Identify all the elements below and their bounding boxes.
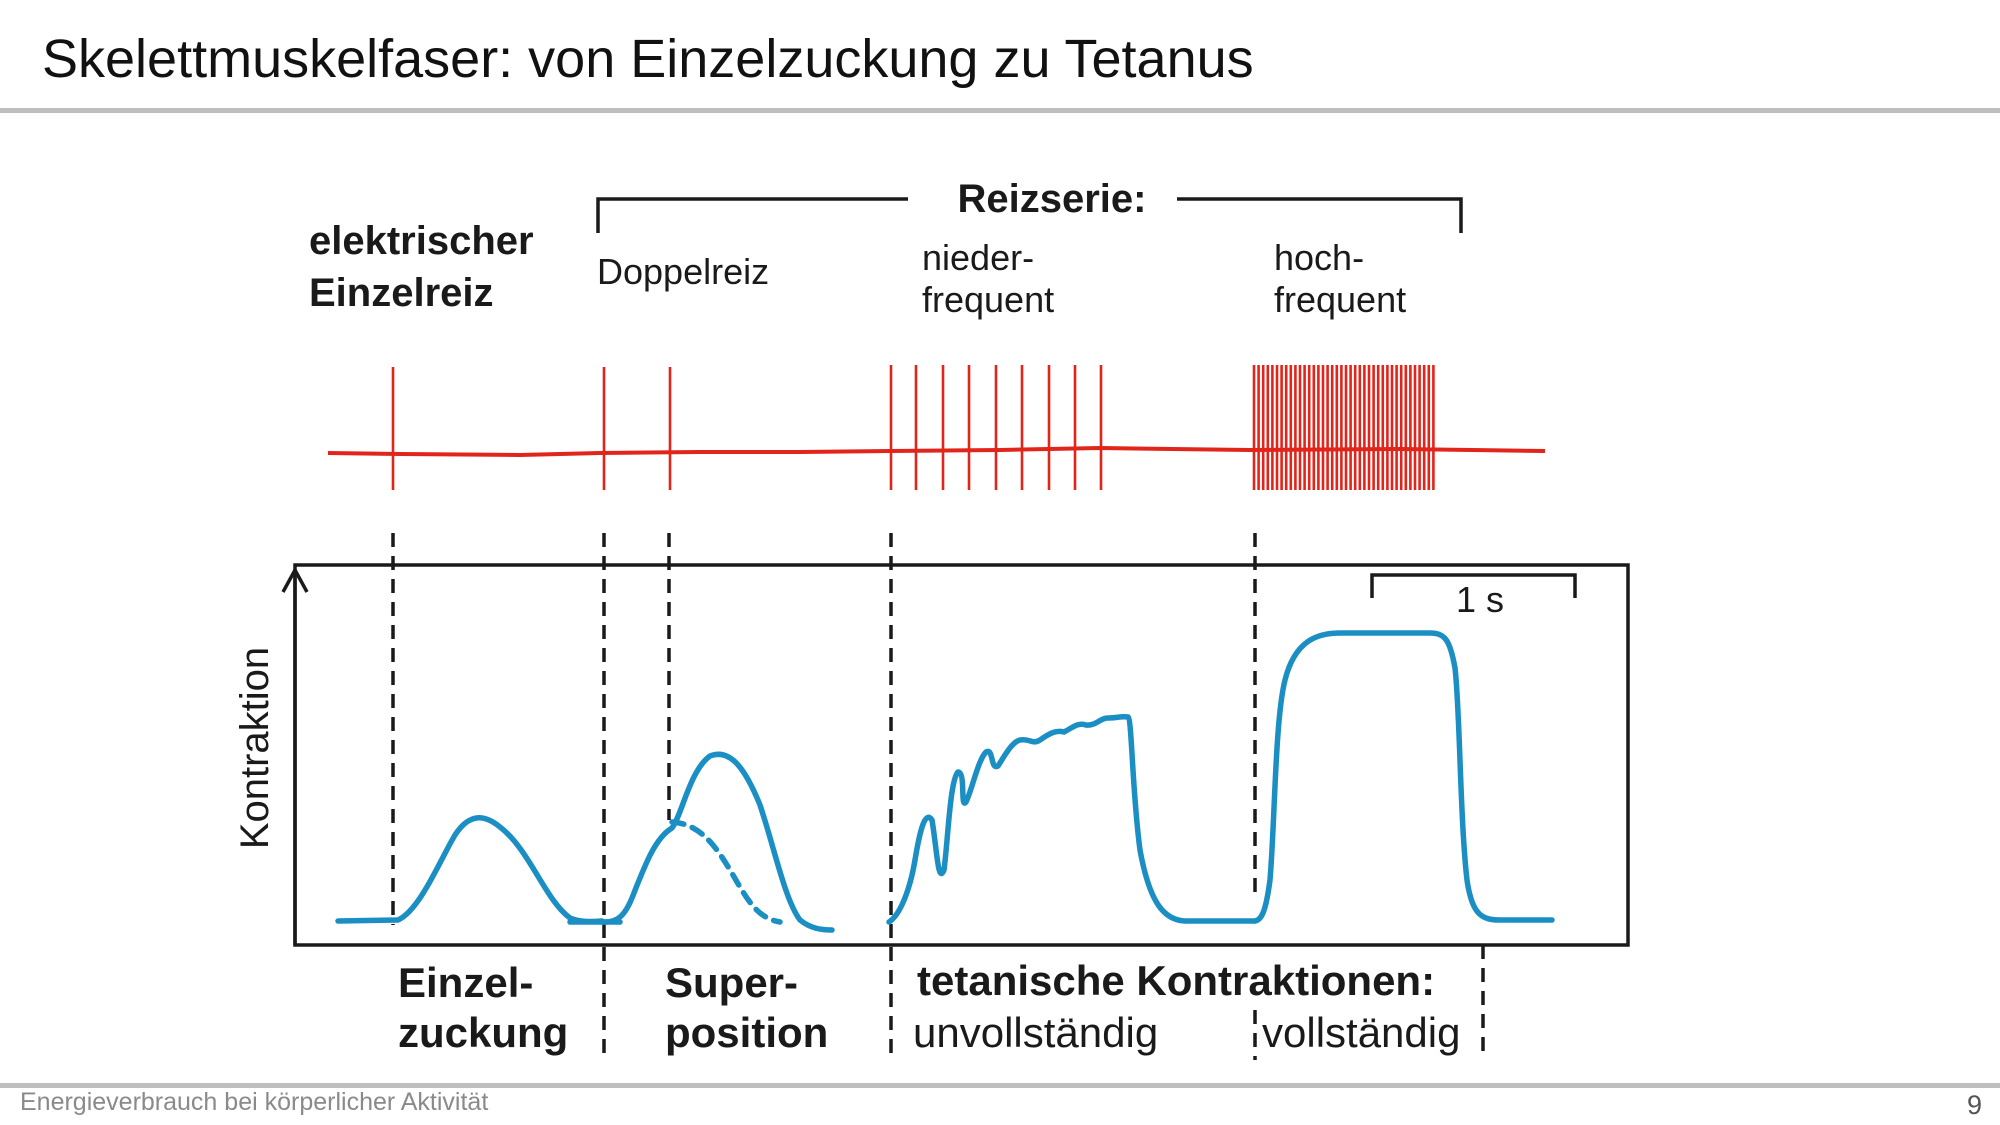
page-number: 9 (1966, 1090, 1982, 1120)
contraction-curves (335, 630, 1555, 933)
curve-single-twitch (335, 815, 605, 925)
label-high-frequency-2: frequent (1274, 279, 1406, 320)
label-low-frequency-1: nieder- (922, 237, 1034, 278)
y-axis-arrow (281, 566, 309, 945)
label-single-stimulus-1: elektrischer (309, 219, 534, 263)
label-series: Reizserie: (958, 177, 1147, 221)
footer-divider (0, 1083, 2000, 1088)
scale-bar-label: 1 s (1456, 579, 1504, 620)
y-axis-label: Kontraktion (233, 647, 277, 849)
label-superposition-2: position (665, 1009, 828, 1056)
slide-title: Skelettmuskelfaser: von Einzelzuckung zu… (42, 29, 1254, 89)
label-complete: vollständig (1262, 1009, 1460, 1056)
title-divider (0, 108, 2000, 113)
label-double-stimulus: Doppelreiz (597, 251, 769, 292)
label-low-frequency-2: frequent (922, 279, 1054, 320)
label-incomplete: unvollständig (913, 1009, 1158, 1056)
label-twitch-1: Einzel- (398, 959, 533, 1006)
curve-complete-tetanus (1252, 630, 1555, 924)
label-tetanic: tetanische Kontraktionen: (917, 957, 1435, 1004)
contraction-diagram: elektrischer Einzelreiz Reizserie: Doppe… (233, 177, 1630, 1060)
series-bracket (596, 197, 1463, 233)
scale-bar (1370, 573, 1577, 598)
label-superposition-1: Super- (665, 959, 798, 1006)
footer-text: Energieverbrauch bei körperlicher Aktivi… (20, 1088, 489, 1116)
stimulus-baseline (327, 445, 1546, 458)
plot-frame (293, 563, 1630, 947)
label-single-stimulus-2: Einzelreiz (309, 271, 494, 315)
curve-superposition (602, 751, 835, 933)
label-twitch-2: zuckung (398, 1009, 568, 1056)
stimulus-trace (327, 365, 1546, 490)
stimulus-markers (391, 533, 1485, 1060)
curve-superposition-dashed (669, 819, 783, 925)
curve-incomplete-tetanus (886, 713, 1258, 925)
label-high-frequency-1: hoch- (1274, 237, 1364, 278)
